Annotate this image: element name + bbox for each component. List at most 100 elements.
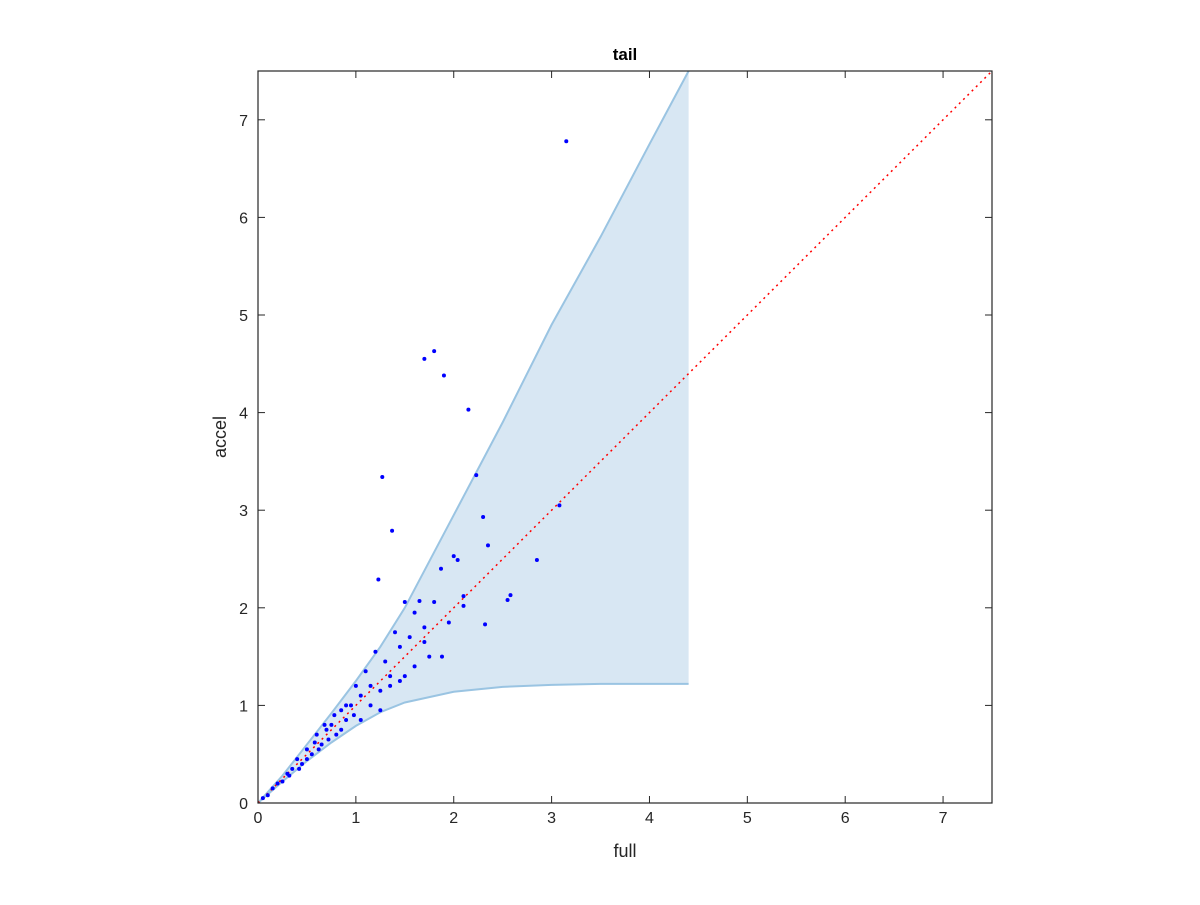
y-tick-label: 4 [239, 406, 248, 423]
x-tick-label: 3 [547, 810, 556, 827]
point [304, 757, 309, 762]
point [316, 747, 321, 752]
point [505, 597, 510, 602]
point [351, 713, 356, 718]
point [439, 566, 444, 571]
point [300, 761, 305, 766]
point [322, 722, 327, 727]
band-area [258, 71, 689, 803]
point [417, 598, 422, 603]
point [402, 674, 407, 679]
x-tick-label: 0 [254, 810, 263, 827]
point [260, 796, 265, 801]
point [432, 599, 437, 604]
point [329, 722, 334, 727]
point [280, 779, 285, 784]
point [344, 718, 349, 723]
point [304, 747, 309, 752]
point [332, 713, 337, 718]
point [309, 752, 314, 757]
point [383, 659, 388, 664]
point [373, 649, 378, 654]
y-tick-label: 5 [239, 308, 248, 325]
point [483, 622, 488, 627]
y-tick-label: 2 [239, 601, 248, 618]
y-axis-label: accel [210, 416, 230, 458]
point [270, 786, 275, 791]
point [334, 732, 339, 737]
point [455, 557, 460, 562]
x-tick-label: 2 [449, 810, 458, 827]
point [378, 708, 383, 713]
point [312, 740, 317, 745]
point [348, 703, 353, 708]
point [461, 594, 466, 599]
point [265, 793, 270, 798]
x-tick-label: 7 [939, 810, 948, 827]
point [412, 664, 417, 669]
point [485, 543, 490, 548]
point [297, 766, 302, 771]
point [402, 599, 407, 604]
point [481, 515, 486, 520]
point [380, 475, 385, 480]
point [466, 407, 471, 412]
point [534, 557, 539, 562]
point [432, 349, 437, 354]
point [388, 683, 393, 688]
point [314, 732, 319, 737]
point [564, 139, 569, 144]
point [412, 610, 417, 615]
point [358, 718, 363, 723]
point [390, 528, 395, 533]
point [397, 644, 402, 649]
point [275, 781, 280, 786]
point [451, 554, 456, 559]
point [461, 603, 466, 608]
point [427, 654, 432, 659]
point [376, 577, 381, 582]
point [407, 635, 412, 640]
point [295, 757, 300, 762]
point [474, 473, 479, 478]
point [393, 630, 398, 635]
y-tick-label: 6 [239, 210, 248, 227]
x-tick-label: 6 [841, 810, 850, 827]
point [324, 727, 329, 732]
point [344, 703, 349, 708]
x-axis-label: full [613, 841, 636, 861]
x-tick-label: 4 [645, 810, 654, 827]
point [326, 737, 331, 742]
point [446, 620, 451, 625]
point [422, 639, 427, 644]
y-tick-label: 7 [239, 113, 248, 130]
point [290, 766, 295, 771]
point [368, 703, 373, 708]
point [368, 683, 373, 688]
point [557, 503, 562, 508]
y-tick-label: 3 [239, 503, 248, 520]
x-tick-label: 5 [743, 810, 752, 827]
point [287, 773, 292, 778]
point [339, 727, 344, 732]
point [422, 625, 427, 630]
point [388, 674, 393, 679]
point [319, 742, 324, 747]
plot-frame [257, 70, 993, 804]
x-tick-label: 1 [351, 810, 360, 827]
point [353, 683, 358, 688]
y-tick-label: 0 [239, 796, 248, 813]
point [508, 593, 513, 598]
point [439, 654, 444, 659]
point [363, 669, 368, 674]
point [358, 693, 363, 698]
y-tick-label: 1 [239, 698, 248, 715]
band-upper-edge [257, 70, 690, 804]
point [422, 356, 427, 361]
point [397, 679, 402, 683]
chart-title: tail [613, 45, 638, 64]
point [339, 708, 344, 713]
point [378, 688, 383, 693]
